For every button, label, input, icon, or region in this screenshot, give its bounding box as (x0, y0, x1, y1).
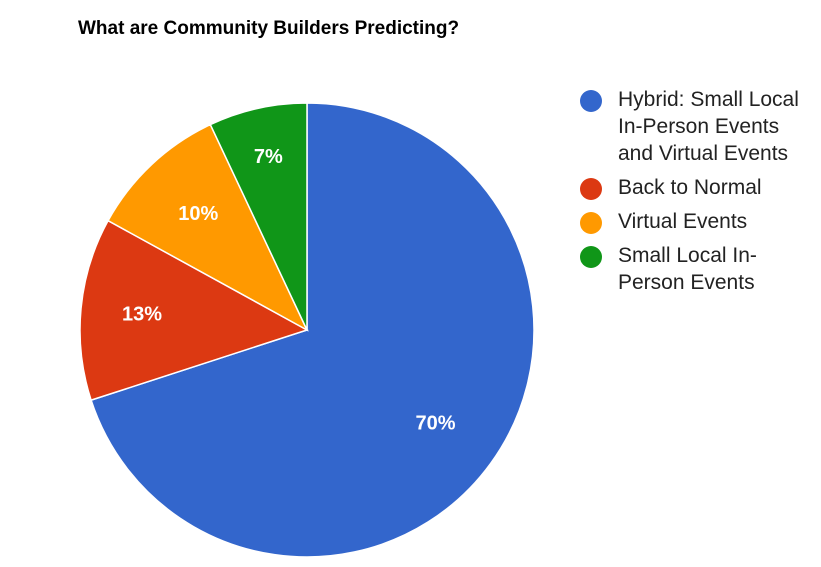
pie-slice-virtual-events[interactable] (107, 123, 309, 332)
legend-label-virtual-events: Virtual Events (618, 210, 748, 233)
slice-label-hybrid: 70% (416, 412, 456, 434)
pie-slice-hybrid[interactable] (90, 102, 535, 558)
slice-label-small-local: 7% (254, 146, 283, 168)
chart-legend: Hybrid: Small Local In-Person Events and… (580, 86, 815, 303)
legend-label-small-local: Small Local In-Person Events (618, 244, 757, 294)
legend-item-small-local[interactable]: Small Local In-Person Events (580, 242, 815, 296)
legend-label-hybrid: Hybrid: Small Local In-Person Events and… (618, 88, 799, 165)
legend-item-back-to-normal[interactable]: Back to Normal (580, 174, 815, 201)
pie-slice-small-local[interactable] (209, 102, 308, 331)
legend-marker-hybrid (580, 90, 602, 112)
pie-slice-back-to-normal[interactable] (79, 219, 309, 402)
slice-label-virtual-events: 10% (178, 203, 218, 225)
legend-item-hybrid[interactable]: Hybrid: Small Local In-Person Events and… (580, 86, 815, 167)
legend-item-virtual-events[interactable]: Virtual Events (580, 208, 815, 235)
slice-label-back-to-normal: 13% (122, 303, 162, 325)
legend-marker-back-to-normal (580, 178, 602, 200)
legend-marker-virtual-events (580, 212, 602, 234)
legend-marker-small-local (580, 246, 602, 268)
legend-label-back-to-normal: Back to Normal (618, 176, 762, 199)
chart-title: What are Community Builders Predicting? (78, 18, 460, 39)
